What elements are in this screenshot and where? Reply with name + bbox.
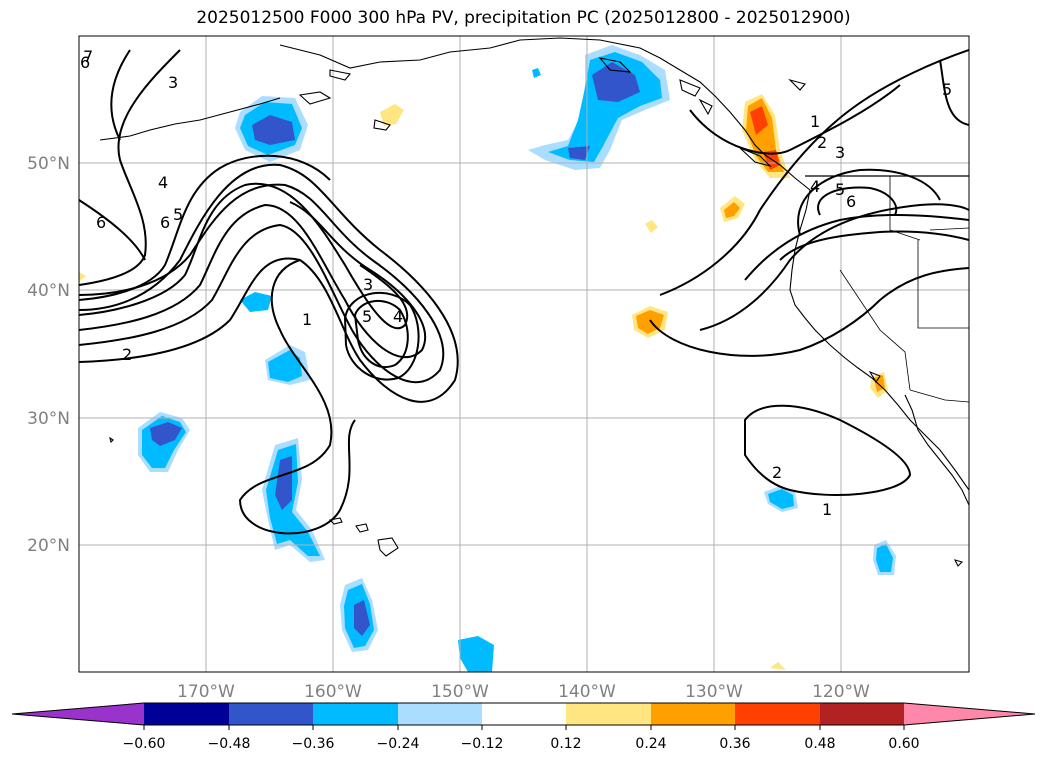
contour-label: 4 xyxy=(393,307,403,326)
lon-label: 170°W xyxy=(177,682,235,702)
colorbar-tick-label: 0.48 xyxy=(804,736,835,752)
colorbar-segment xyxy=(482,703,566,725)
contour-label: 5 xyxy=(362,307,372,326)
colorbar-tick-label: 0.24 xyxy=(635,736,666,752)
colorbar-tick-label: 0.36 xyxy=(719,736,750,752)
lat-label: 20°N xyxy=(27,536,70,556)
contour-label: 6 xyxy=(80,53,90,72)
precip-negative-shading xyxy=(138,45,896,672)
contour-label: 5 xyxy=(835,180,845,199)
colorbar-segment xyxy=(651,703,735,725)
longitude-labels: 170°W 160°W 150°W 140°W 130°W 120°W xyxy=(177,682,870,702)
contour-label: 6 xyxy=(160,213,170,232)
colorbar-segment xyxy=(229,703,313,725)
colorbar-segment xyxy=(904,703,1035,725)
colorbar-segment xyxy=(566,703,651,725)
contour-label: 3 xyxy=(835,143,845,162)
colorbar-tick-label: −0.60 xyxy=(123,736,166,752)
contour-label: 2 xyxy=(122,345,132,364)
colorbar-segment xyxy=(144,703,229,725)
contour-label: 3 xyxy=(363,275,373,294)
colorbar-tick-label: −0.48 xyxy=(208,736,251,752)
colorbar-tick-label: 0.60 xyxy=(888,736,919,752)
lon-label: 130°W xyxy=(685,682,743,702)
lat-label: 50°N xyxy=(27,154,70,174)
latitude-labels: 50°N 40°N 30°N 20°N xyxy=(27,154,70,556)
map-frame xyxy=(78,35,970,673)
contour-label: 7 xyxy=(83,47,93,66)
colorbar-tick-label: −0.12 xyxy=(461,736,504,752)
contour-label: 1 xyxy=(810,112,820,131)
contour-labels: 6 7 3 4 5 6 6 2 1 3 4 5 1 2 3 4 5 6 5 2 … xyxy=(80,47,952,519)
contour-label: 4 xyxy=(810,177,820,196)
colorbar-segment xyxy=(398,703,482,725)
colorbar-ticks xyxy=(143,725,905,730)
pv-contours xyxy=(79,49,969,535)
colorbar-segment xyxy=(735,703,820,725)
contour-label: 6 xyxy=(846,192,856,211)
contour-label: 2 xyxy=(817,133,827,152)
contour-label: 1 xyxy=(302,310,312,329)
contour-label: 4 xyxy=(158,173,168,192)
coastlines xyxy=(99,37,969,567)
map-gridlines xyxy=(79,36,969,672)
lon-label: 150°W xyxy=(431,682,489,702)
map-title: 2025012500 F000 300 hPa PV, precipitatio… xyxy=(196,8,851,28)
lat-label: 30°N xyxy=(27,409,70,429)
colorbar-segment xyxy=(313,703,398,725)
lon-label: 140°W xyxy=(558,682,616,702)
contour-label: 5 xyxy=(173,205,183,224)
colorbar-tick-label: 0.12 xyxy=(550,736,581,752)
contour-label: 6 xyxy=(96,213,106,232)
lat-label: 40°N xyxy=(27,281,70,301)
lon-label: 160°W xyxy=(304,682,362,702)
colorbar: −0.60 −0.48 −0.36 −0.24 −0.12 0.12 0.24 … xyxy=(11,702,1036,752)
colorbar-segment xyxy=(820,703,904,725)
contour-label: 2 xyxy=(772,463,782,482)
contour-label: 1 xyxy=(822,500,832,519)
colorbar-segment xyxy=(12,703,144,725)
contour-label: 5 xyxy=(942,80,952,99)
map-background xyxy=(79,36,969,672)
contour-label: 3 xyxy=(168,73,178,92)
lon-label: 120°W xyxy=(812,682,870,702)
colorbar-tick-label: −0.24 xyxy=(377,736,420,752)
colorbar-tick-label: −0.36 xyxy=(292,736,335,752)
